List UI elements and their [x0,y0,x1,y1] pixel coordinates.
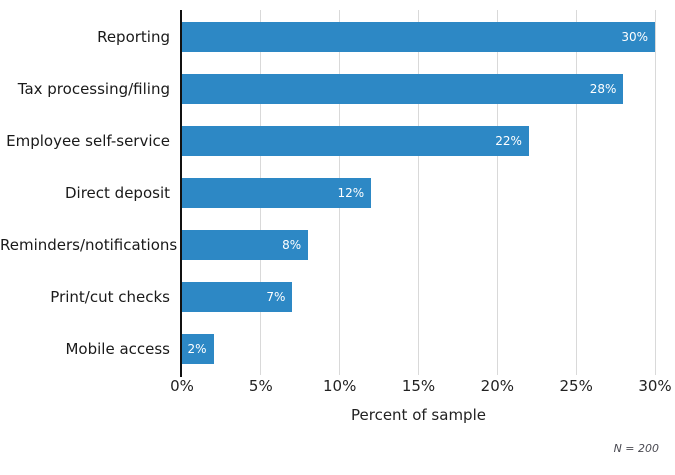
bar: 22% [182,126,529,156]
category-label: Employee self-service [6,132,170,150]
bar-value-label: 7% [266,290,286,304]
x-axis-title: Percent of sample [351,406,486,424]
x-tick-label: 20% [480,377,514,395]
x-tick-label: 10% [322,377,357,395]
y-axis-line [180,10,182,377]
bar: 28% [182,74,624,104]
x-tick-label: 5% [248,377,273,395]
category-label: Print/cut checks [50,288,170,306]
bar-value-label: 30% [621,30,648,44]
x-tick-label: 25% [559,377,593,395]
bar-value-label: 12% [337,186,365,200]
bar: 8% [182,230,309,260]
gridline [654,10,656,375]
category-label: Reporting [97,28,170,46]
plot-area: 30% 28% 22% 12% 8% 7% 2% [180,10,656,377]
bar-value-label: 2% [187,342,207,356]
bar: 30% [182,22,655,52]
bar-value-label: 8% [282,238,302,252]
bar-value-label: 22% [495,134,522,148]
gridline [496,10,498,375]
gridline [575,10,577,375]
sample-size-note: N = 200 [613,442,659,455]
x-tick-label: 15% [401,377,436,395]
bar: 2% [182,334,214,364]
category-label: Tax processing/filing [17,80,170,98]
bar-value-label: 28% [589,82,617,96]
bar: 12% [182,178,372,208]
gridline [418,10,419,375]
category-label: Reminders/notifications [0,236,178,254]
category-label: Mobile access [65,340,170,358]
x-tick-label: 30% [638,377,672,395]
x-tick-label: 0% [170,377,194,395]
category-label: Direct deposit [65,184,170,202]
bar: 7% [182,282,293,312]
